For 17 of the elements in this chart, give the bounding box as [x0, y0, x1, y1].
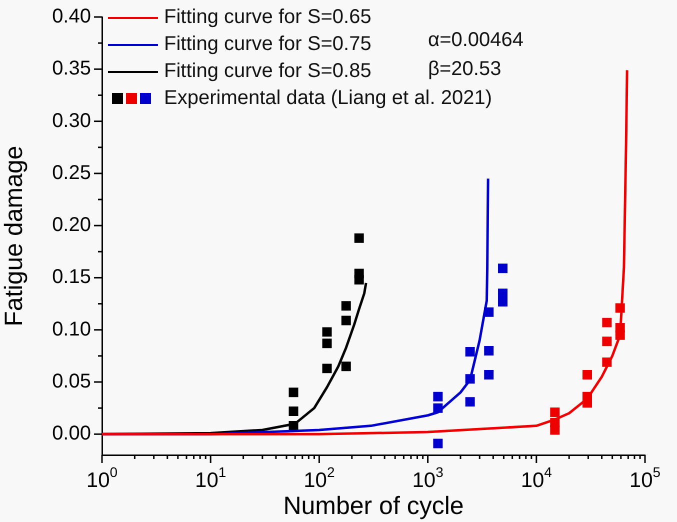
y-tick-label: 0.15	[52, 266, 91, 288]
y-tick-label: 0.40	[52, 6, 91, 28]
y-tick-label: 0.10	[52, 318, 91, 340]
annotation: α=0.00464	[428, 28, 524, 53]
y-tick-label: 0.05	[52, 370, 91, 393]
legend-label: Fitting curve for S=0.75	[164, 32, 372, 57]
legend-label: Fitting curve for S=0.85	[164, 59, 372, 84]
annotation: β=20.53	[428, 57, 502, 82]
legend-label: Experimental data (Liang et al. 2021)	[164, 86, 492, 111]
y-tick-label: 0.30	[52, 110, 91, 132]
legend-label: Fitting curve for S=0.65	[164, 5, 372, 30]
y-tick-label: 0.25	[52, 162, 91, 184]
y-tick-label: 0.00	[52, 422, 91, 445]
x-axis-title: Number of cycle	[283, 492, 464, 520]
y-axis-title: Fatigue damage	[0, 146, 28, 326]
y-tick-label: 0.35	[52, 58, 91, 80]
y-tick-label: 0.20	[52, 214, 91, 236]
